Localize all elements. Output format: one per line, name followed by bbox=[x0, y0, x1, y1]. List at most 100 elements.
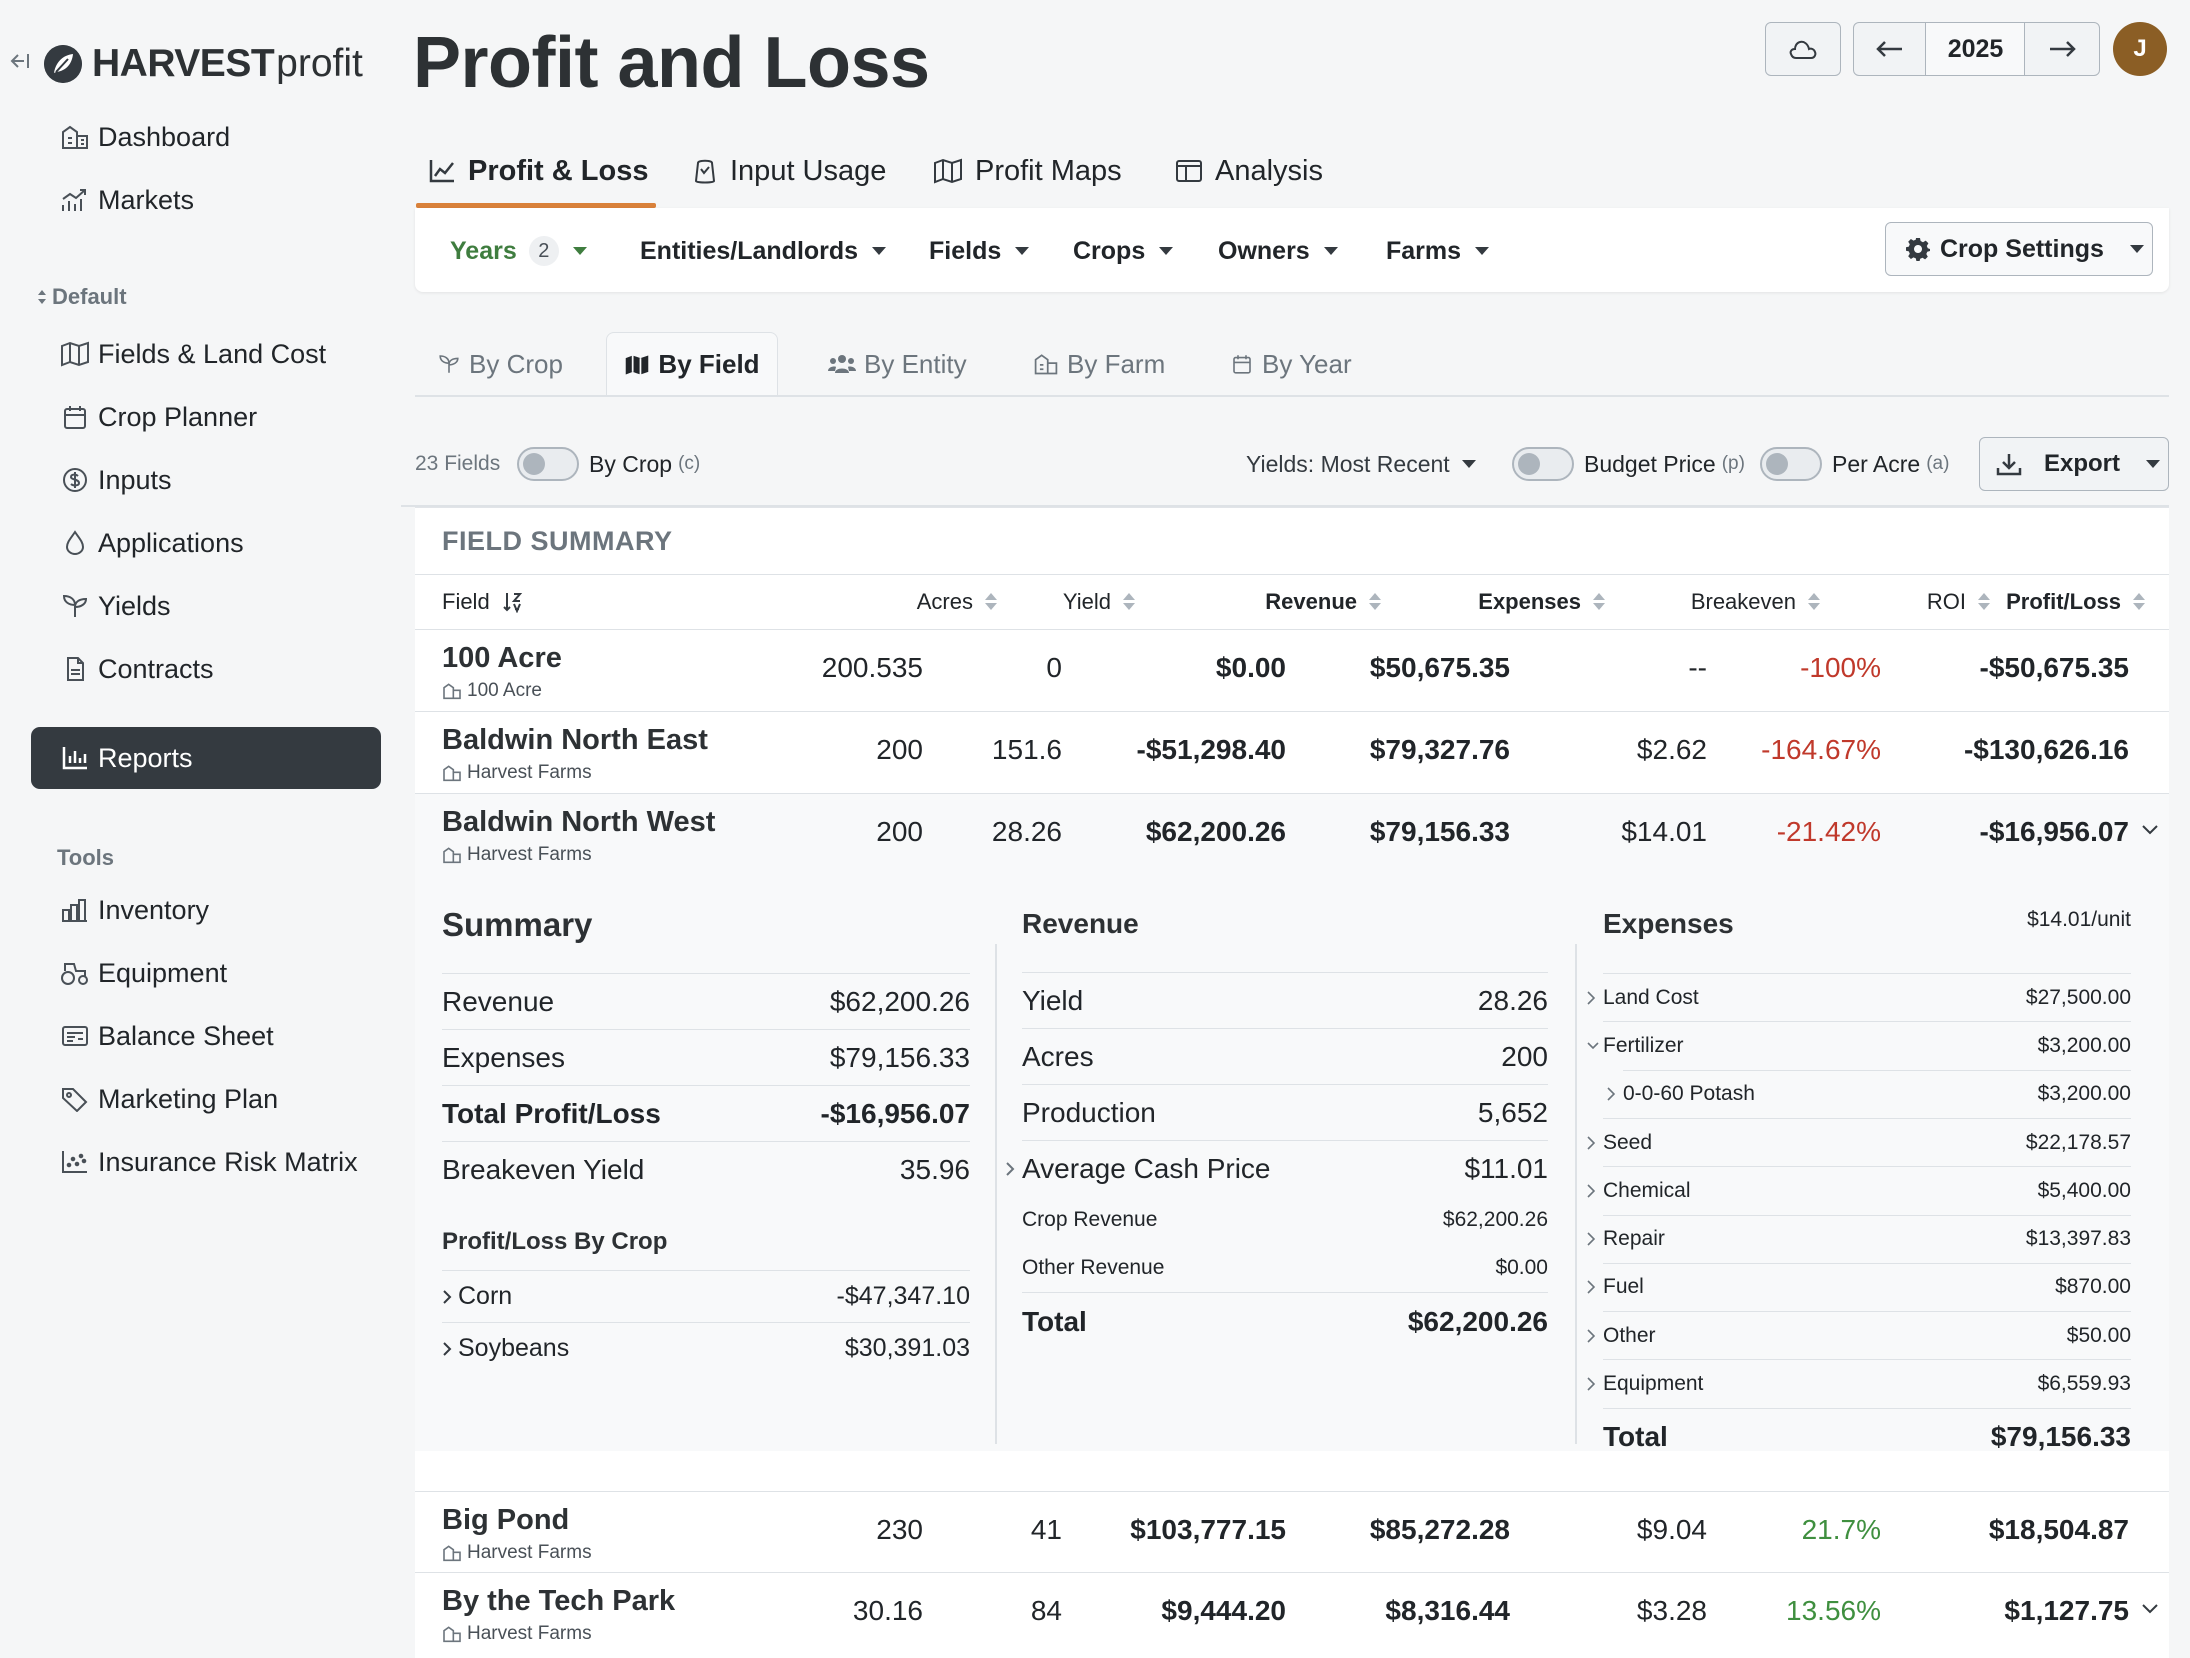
column-header-field[interactable]: Field bbox=[442, 575, 524, 628]
sidebar-item-balance-sheet[interactable]: Balance Sheet bbox=[60, 1014, 274, 1058]
chevron-right-icon bbox=[1587, 1184, 1595, 1198]
sidebar-item-dashboard[interactable]: Dashboard bbox=[60, 115, 230, 159]
column-header-acres[interactable]: Acres bbox=[812, 575, 997, 628]
filter-years[interactable]: Years 2 bbox=[450, 234, 587, 268]
revenue-row[interactable]: Average Cash Price $11.01 bbox=[1006, 1140, 1548, 1196]
column-header-revenue[interactable]: Revenue bbox=[1135, 575, 1381, 628]
filter-farms[interactable]: Farms bbox=[1386, 234, 1490, 268]
expense-row[interactable]: 0-0-60 Potash $3,200.00 bbox=[1607, 1069, 2131, 1118]
per-acre-toggle[interactable]: Per Acre (a) bbox=[1760, 446, 1949, 482]
sidebar-item-yields[interactable]: Yields bbox=[60, 584, 171, 628]
roi-cell: -164.67% bbox=[1761, 734, 1881, 765]
sidebar-item-equipment[interactable]: Equipment bbox=[60, 951, 227, 995]
cloud-sync-button[interactable] bbox=[1765, 22, 1841, 76]
shortcut-hint: (a) bbox=[1926, 453, 1950, 474]
column-header-profit-loss[interactable]: Profit/Loss bbox=[1945, 575, 2145, 628]
crop-row[interactable]: Soybeans $30,391.03 bbox=[442, 1322, 970, 1374]
chevron-down-icon bbox=[1323, 247, 1338, 255]
expenses-cell: $50,675.35 bbox=[1369, 652, 1510, 683]
previous-year-button[interactable] bbox=[1853, 22, 1927, 76]
sidebar-item-contracts[interactable]: Contracts bbox=[60, 647, 214, 691]
subtab-by-year[interactable]: By Year bbox=[1230, 334, 1352, 394]
next-year-button[interactable] bbox=[2024, 22, 2100, 76]
column-header-expenses[interactable]: Expenses bbox=[1385, 575, 1605, 628]
profit-loss-cell: -$130,626.16 bbox=[1963, 734, 2129, 765]
expense-row[interactable]: Chemical $5,400.00 bbox=[1587, 1166, 2131, 1214]
scatter-icon bbox=[60, 1149, 90, 1175]
expenses-cell: $79,327.76 bbox=[1369, 734, 1510, 765]
tab-profit-maps[interactable]: Profit Maps bbox=[933, 148, 1122, 194]
tab-label: Analysis bbox=[1215, 154, 1323, 187]
workspace-selector[interactable]: Default bbox=[36, 284, 127, 310]
column-divider bbox=[995, 944, 997, 1444]
filter-fields[interactable]: Fields bbox=[929, 234, 1030, 268]
tab-analysis[interactable]: Analysis bbox=[1175, 148, 1323, 194]
expense-row[interactable]: Equipment $6,559.93 bbox=[1587, 1359, 2131, 1407]
logo-text-light: profit bbox=[276, 42, 363, 85]
sidebar-item-marketing-plan[interactable]: Marketing Plan bbox=[60, 1077, 278, 1121]
users-icon bbox=[828, 352, 856, 376]
sidebar-item-crop-planner[interactable]: Crop Planner bbox=[60, 395, 257, 439]
table-row[interactable]: 100 Acre 100 Acre 200.535 0 $0.00 $50,67… bbox=[415, 630, 2169, 712]
expense-row[interactable]: Fuel $870.00 bbox=[1587, 1262, 2131, 1311]
farm-name: Harvest Farms bbox=[467, 844, 592, 865]
revenue-sub-row: Crop Revenue $62,200.26 bbox=[1022, 1196, 1548, 1244]
by-crop-toggle[interactable]: By Crop (c) bbox=[517, 446, 700, 482]
subtab-by-entity[interactable]: By Entity bbox=[828, 334, 967, 394]
sidebar-item-markets[interactable]: Markets bbox=[60, 178, 194, 222]
column-header-breakeven[interactable]: Breakeven bbox=[1605, 575, 1820, 628]
sprout-icon bbox=[60, 593, 90, 619]
toggle-switch[interactable] bbox=[1512, 447, 1574, 481]
table-row[interactable]: Baldwin North East Harvest Farms 200 151… bbox=[415, 712, 2169, 794]
active-tab-indicator bbox=[416, 203, 656, 208]
column-label: Profit/Loss bbox=[2006, 588, 2121, 614]
expense-row[interactable]: Fertilizer $3,200.00 bbox=[1587, 1021, 2131, 1069]
toggle-switch[interactable] bbox=[517, 447, 579, 481]
tab-profit-loss[interactable]: Profit & Loss bbox=[428, 148, 648, 194]
summary-key: Total Profit/Loss bbox=[442, 1097, 661, 1129]
subtab-by-crop[interactable]: By Crop bbox=[437, 334, 563, 394]
field-farm: Harvest Farms bbox=[442, 1623, 592, 1645]
filter-owners[interactable]: Owners bbox=[1218, 234, 1338, 268]
subtab-by-farm[interactable]: By Farm bbox=[1033, 334, 1165, 394]
export-button[interactable]: Export bbox=[1979, 437, 2169, 491]
chevron-down-icon[interactable] bbox=[2141, 1603, 2159, 1615]
sidebar-item-label: Crop Planner bbox=[98, 401, 258, 432]
crop-settings-label: Crop Settings bbox=[1940, 234, 2104, 263]
chevron-down-icon[interactable] bbox=[2141, 824, 2159, 836]
expense-value: $79,156.33 bbox=[1990, 1421, 2131, 1453]
crop-settings-button[interactable]: Crop Settings bbox=[1885, 222, 2153, 276]
expense-key: Repair bbox=[1603, 1227, 1665, 1251]
user-avatar[interactable]: J bbox=[2113, 22, 2167, 76]
expense-row[interactable]: Seed $22,178.57 bbox=[1587, 1117, 2131, 1166]
chevron-right-icon bbox=[1607, 1087, 1615, 1101]
crop-row[interactable]: Corn -$47,347.10 bbox=[442, 1270, 970, 1322]
table-row[interactable]: Big Pond Harvest Farms 230 41 $103,777.1… bbox=[415, 1491, 2169, 1573]
toggle-switch[interactable] bbox=[1760, 447, 1822, 481]
sidebar-item-applications[interactable]: Applications bbox=[60, 521, 244, 565]
expense-row[interactable]: Land Cost $27,500.00 bbox=[1587, 973, 2131, 1021]
expense-row[interactable]: Other $50.00 bbox=[1587, 1311, 2131, 1359]
budget-price-toggle[interactable]: Budget Price (p) bbox=[1512, 446, 1745, 482]
expense-row[interactable]: Repair $13,397.83 bbox=[1587, 1214, 2131, 1263]
subtab-by-field[interactable]: By Field bbox=[606, 332, 778, 396]
balance-sheet-icon bbox=[60, 1023, 90, 1049]
profit-loss-cell: -$16,956.07 bbox=[1979, 816, 2129, 847]
sidebar-item-inputs[interactable]: Inputs bbox=[60, 458, 172, 502]
yields-dropdown[interactable]: Yields: Most Recent bbox=[1246, 446, 1476, 482]
sidebar-item-reports[interactable]: Reports bbox=[31, 727, 381, 789]
column-header-roi[interactable]: ROI bbox=[1820, 575, 1990, 628]
sidebar-item-inventory[interactable]: Inventory bbox=[60, 888, 209, 932]
filter-entities-landlords[interactable]: Entities/Landlords bbox=[640, 234, 887, 268]
sidebar-item-fields-land-cost[interactable]: Fields & Land Cost bbox=[60, 332, 326, 376]
download-icon bbox=[1996, 452, 2022, 476]
tab-input-usage[interactable]: Input Usage bbox=[692, 148, 886, 194]
harvest-profit-logo[interactable]: HARVEST profit bbox=[44, 40, 363, 88]
collapse-sidebar-icon[interactable] bbox=[9, 52, 31, 70]
column-label: Revenue bbox=[1265, 588, 1357, 614]
table-row[interactable]: By the Tech Park Harvest Farms 30.16 84 … bbox=[415, 1573, 2169, 1658]
column-header-yield[interactable]: Yield bbox=[975, 575, 1135, 628]
filter-crops[interactable]: Crops bbox=[1073, 234, 1174, 268]
sidebar-item-insurance-risk-matrix[interactable]: Insurance Risk Matrix bbox=[60, 1140, 358, 1184]
table-row-expanded[interactable]: Baldwin North West Harvest Farms 200 28.… bbox=[415, 794, 2169, 876]
